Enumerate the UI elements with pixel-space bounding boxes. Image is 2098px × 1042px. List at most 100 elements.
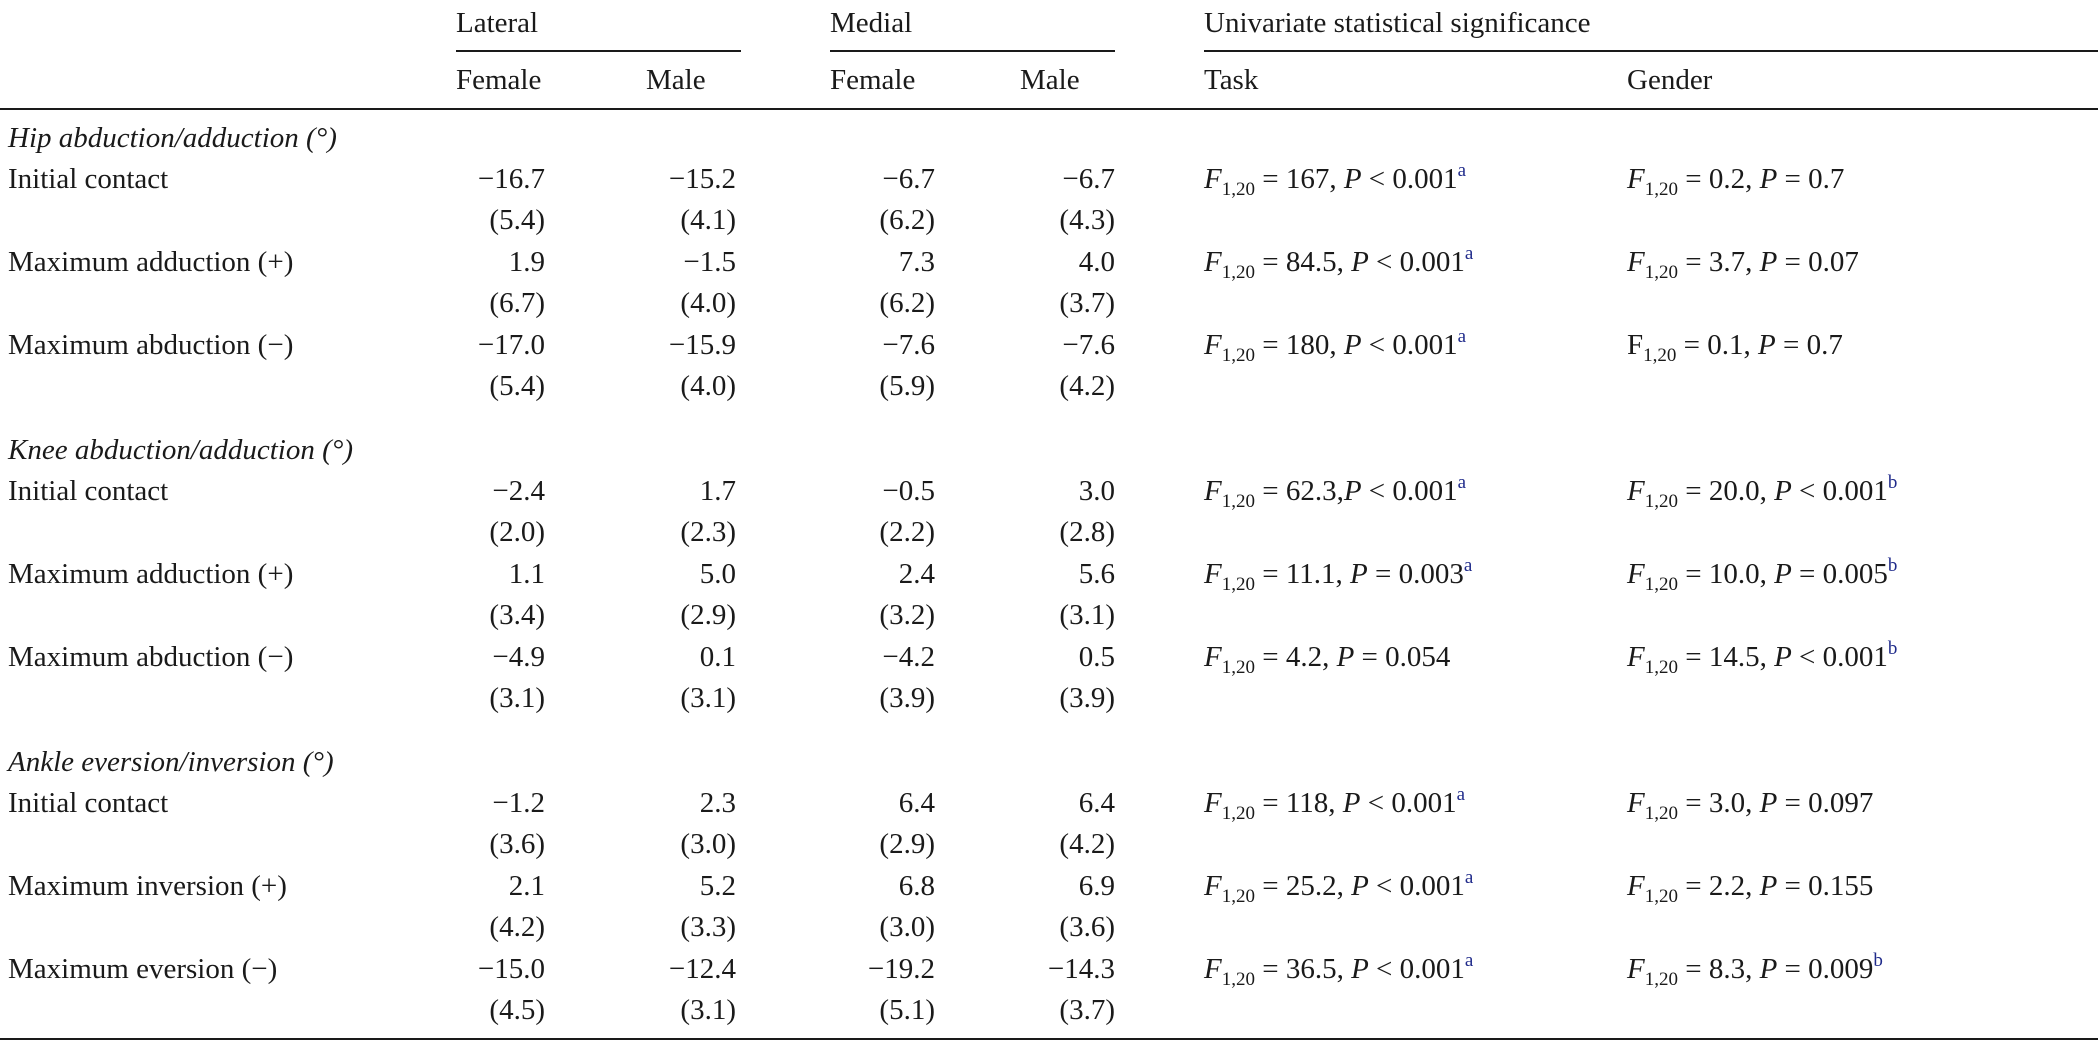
stat-f-value: = 2.2, [1677, 870, 1760, 902]
stat-footnote: b [1873, 950, 1883, 971]
row-label: Maximum inversion (+) [8, 870, 287, 902]
stat-subscript: 1,20 [1221, 803, 1255, 824]
stat-p-symbol: P [1759, 953, 1778, 985]
stat-p-symbol: P [1758, 329, 1776, 361]
stat-f-value: = 36.5, [1254, 953, 1352, 985]
cell-mean: −0.5 [882, 475, 935, 507]
header-medial-male: Male [1020, 64, 1080, 96]
stat-f-symbol: F [1627, 787, 1645, 819]
cell-sd: (3.6) [489, 828, 545, 860]
stat-p-value: < 0.001 [1361, 475, 1458, 507]
cell-sd: (4.3) [1059, 204, 1115, 236]
task-stat: F1,20 = 4.2, P = 0.054 [1204, 640, 1450, 678]
stat-p-symbol: P [1759, 870, 1778, 902]
row-label: Initial contact [8, 787, 169, 819]
cell-sd: (3.1) [1059, 599, 1115, 631]
stat-f-value: = 84.5, [1254, 246, 1352, 278]
cell-sd: (5.4) [489, 370, 545, 402]
cell-mean: 6.4 [1078, 787, 1115, 819]
stat-f-symbol: F [1204, 329, 1222, 361]
rule-table-bottom [0, 1038, 2098, 1040]
stat-p-value: < 0.001 [1368, 870, 1465, 902]
cell-sd: (4.5) [489, 994, 545, 1026]
stat-p-value: = 0.005 [1791, 558, 1888, 590]
cell-mean: 0.1 [699, 641, 736, 673]
stat-subscript: 1,20 [1644, 491, 1678, 512]
cell-mean: 5.6 [1078, 558, 1115, 590]
header-task: Task [1204, 64, 1259, 96]
gender-stat: F1,20 = 3.0, P = 0.097 [1627, 786, 1873, 824]
cell-mean: −6.7 [1062, 163, 1115, 195]
stat-subscript: 1,20 [1644, 969, 1678, 990]
stat-f-symbol: F [1204, 475, 1222, 507]
stat-p-symbol: P [1336, 641, 1355, 673]
header-lateral-male: Male [646, 64, 706, 96]
task-stat: F1,20 = 36.5, P < 0.001a [1204, 950, 1473, 990]
stat-f-value: = 0.1, [1676, 329, 1758, 361]
rule-medial [830, 50, 1115, 52]
stat-f-value: = 25.2, [1254, 870, 1352, 902]
cell-mean: −7.6 [882, 329, 935, 361]
cell-mean: 3.0 [1078, 475, 1115, 507]
cell-mean: −1.2 [492, 787, 545, 819]
header-lateral-female: Female [456, 64, 542, 96]
stat-p-symbol: P [1343, 329, 1362, 361]
cell-mean: −4.9 [492, 641, 545, 673]
stat-p-value: = 0.054 [1354, 641, 1451, 673]
cell-mean: 6.4 [898, 787, 935, 819]
section-title: Hip abduction/adduction (°) [8, 122, 337, 154]
cell-mean: −7.6 [1062, 329, 1115, 361]
stat-f-symbol: F [1204, 870, 1222, 902]
cell-mean: −15.0 [477, 953, 545, 985]
section-title: Knee abduction/adduction (°) [8, 434, 354, 466]
cell-sd: (4.0) [680, 287, 736, 319]
stat-p-symbol: P [1759, 787, 1778, 819]
gender-stat: F1,20 = 10.0, P = 0.005b [1627, 555, 1898, 595]
stat-f-value: = 20.0, [1677, 475, 1775, 507]
stat-p-symbol: P [1774, 475, 1792, 507]
cell-mean: 2.3 [699, 787, 736, 819]
stat-f-symbol: F [1204, 246, 1222, 278]
stat-f-symbol: F [1627, 953, 1645, 985]
stat-footnote: b [1887, 555, 1898, 576]
row-label: Maximum adduction (+) [8, 558, 294, 590]
cell-sd: (3.9) [879, 682, 935, 714]
cell-mean: 6.9 [1078, 870, 1115, 902]
stat-footnote: a [1457, 472, 1467, 493]
stat-f-value: = 62.3, [1254, 475, 1344, 507]
stat-f-value: = 180, [1254, 329, 1344, 361]
cell-sd: (3.9) [1059, 682, 1115, 714]
cell-sd: (3.1) [680, 682, 736, 714]
stat-f-value: = 3.0, [1677, 787, 1760, 819]
stat-p-value: = 0.155 [1777, 870, 1874, 902]
cell-mean: 5.2 [699, 870, 736, 902]
stat-footnote: b [1887, 638, 1898, 659]
cell-sd: (4.0) [680, 370, 736, 402]
stat-f-symbol: F [1627, 475, 1645, 507]
stat-subscript: 1,20 [1644, 886, 1678, 907]
cell-mean: −14.3 [1047, 953, 1115, 985]
cell-mean: 7.3 [898, 246, 935, 278]
stat-p-symbol: P [1351, 953, 1369, 985]
cell-sd: (2.9) [680, 599, 736, 631]
stat-f-value: = 3.7, [1677, 246, 1760, 278]
stat-subscript: 1,20 [1644, 657, 1678, 678]
header-univariate: Univariate statistical significance [1204, 7, 1591, 39]
stat-p-symbol: P [1774, 641, 1792, 673]
cell-mean: 4.0 [1078, 246, 1115, 278]
cell-sd: (3.0) [680, 828, 736, 860]
stat-f-symbol: F [1204, 163, 1222, 195]
header-medial-female: Female [830, 64, 916, 96]
gender-stat: F1,20 = 14.5, P < 0.001b [1627, 638, 1898, 678]
gender-stat: F1,20 = 0.1, P = 0.7 [1627, 328, 1843, 366]
stat-f-value: = 118, [1254, 787, 1343, 819]
gender-stat: F1,20 = 0.2, P = 0.7 [1627, 162, 1844, 200]
gender-stat: F1,20 = 20.0, P < 0.001b [1627, 472, 1898, 512]
stat-footnote: b [1887, 472, 1898, 493]
row-label: Maximum adduction (+) [8, 246, 294, 278]
cell-mean: 5.0 [699, 558, 736, 590]
cell-sd: (3.7) [1059, 994, 1115, 1026]
stat-f-value: = 0.2, [1677, 163, 1760, 195]
header-lateral: Lateral [456, 7, 539, 39]
cell-mean: 0.5 [1078, 641, 1115, 673]
